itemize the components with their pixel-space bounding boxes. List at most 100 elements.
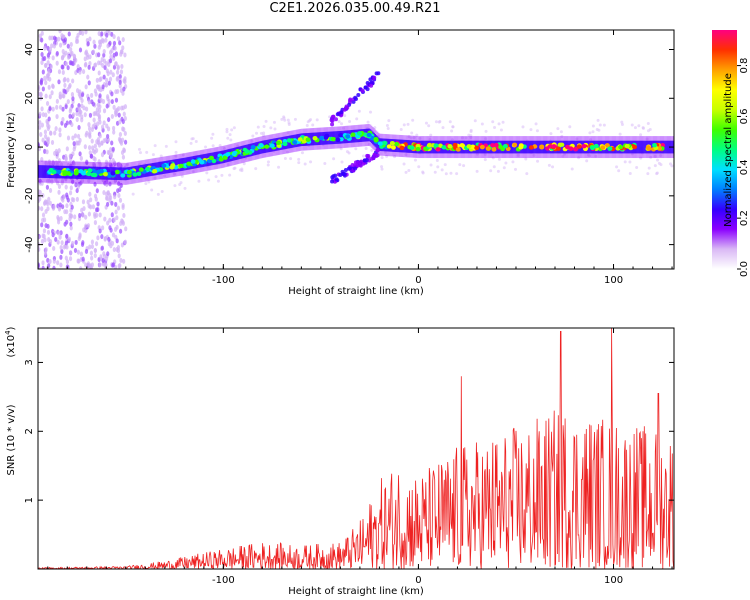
spectrogram-noise <box>121 37 125 43</box>
spectrogram-band <box>516 140 518 154</box>
spectrogram-noise <box>393 155 397 159</box>
spectrogram-noise <box>559 130 563 134</box>
spectrogram-band <box>286 136 289 149</box>
spectrogram-band <box>642 140 645 154</box>
spectrogram-noise <box>97 159 101 165</box>
spectrogram-marks <box>38 30 674 269</box>
spectrogram-core <box>161 163 167 168</box>
spectrogram-band <box>663 140 666 154</box>
spectrogram-noise <box>602 123 606 127</box>
spectrogram-noise <box>40 52 44 58</box>
spectrogram-noise <box>535 129 539 133</box>
spectrogram-noise <box>475 169 479 173</box>
spectrogram-noise <box>78 151 82 157</box>
spectrogram-noise <box>266 163 270 167</box>
spectrogram-noise <box>84 132 88 138</box>
spectrogram-noise <box>108 217 112 223</box>
spectrogram-x-label: Height of straight line (km) <box>288 286 424 297</box>
spectrogram-noise <box>180 174 184 178</box>
spectrogram-noise <box>122 111 126 117</box>
spectrogram-noise <box>501 120 505 124</box>
spectrogram-band <box>44 165 46 178</box>
spectrogram-noise <box>86 54 90 60</box>
spectrogram-noise <box>89 197 93 203</box>
spectrogram-noise <box>106 251 110 257</box>
spectrogram-core <box>102 171 108 177</box>
spectrogram-core <box>415 143 421 149</box>
spectrogram-branch <box>348 97 353 102</box>
spectrogram-noise <box>97 52 101 58</box>
spectrogram-noise <box>66 99 70 105</box>
spectrogram-noise <box>293 117 297 121</box>
spectrogram-noise <box>492 165 496 169</box>
spectrogram-noise <box>99 97 103 103</box>
spectrogram-noise <box>502 166 506 170</box>
spectrogram-noise <box>110 48 114 54</box>
spectrogram-noise <box>448 120 452 124</box>
spectrogram-noise <box>71 96 75 102</box>
spectrogram-noise <box>83 62 88 68</box>
spectrogram-noise <box>404 170 408 174</box>
spectrogram-noise <box>61 116 65 122</box>
spectrogram-noise <box>205 171 209 175</box>
spectrogram-noise <box>66 43 70 49</box>
spectrogram-noise <box>94 241 99 247</box>
spectrogram-core <box>86 171 92 177</box>
spectrogram-noise <box>105 181 109 187</box>
spectrogram-noise <box>156 192 160 196</box>
spectrogram-noise <box>63 82 67 88</box>
spectrogram-noise <box>91 204 95 210</box>
spectrogram-noise <box>70 122 74 128</box>
spectrogram-noise <box>58 94 63 100</box>
spectrogram-noise <box>85 160 89 166</box>
spectrogram-noise <box>242 162 246 166</box>
spectrogram-core <box>491 147 497 152</box>
spectrogram-x-tick-label: 100 <box>604 275 623 286</box>
spectrogram-noise <box>646 172 650 176</box>
spectrogram-noise <box>38 124 42 130</box>
spectrogram-core <box>399 145 405 151</box>
spectrogram-noise <box>164 144 168 148</box>
spectrogram-x-tick-label: 0 <box>415 275 421 286</box>
spectrogram-noise <box>115 69 120 75</box>
spectrogram-noise <box>111 146 115 152</box>
spectrogram-noise <box>160 190 164 194</box>
spectrogram-noise <box>123 239 128 245</box>
spectrogram-band <box>310 132 312 146</box>
spectrogram-branch <box>360 88 365 93</box>
spectrogram-noise <box>47 116 51 122</box>
spectrogram-noise <box>75 117 79 123</box>
spectrogram-band <box>644 140 647 154</box>
spectrogram-noise <box>90 239 95 245</box>
spectrogram-noise <box>118 40 122 46</box>
spectrogram-noise <box>122 147 126 153</box>
spectrogram-noise <box>42 217 47 223</box>
spectrogram-noise <box>131 192 135 196</box>
spectrogram-noise <box>464 136 468 140</box>
spectrogram-noise <box>103 65 107 71</box>
spectrogram-noise <box>556 127 560 131</box>
spectrogram-branch <box>335 112 340 117</box>
spectrogram-core <box>269 143 275 148</box>
spectrogram-noise <box>532 153 536 157</box>
spectrogram-noise <box>119 183 123 189</box>
spectrogram-noise <box>111 262 116 268</box>
spectrogram-core <box>292 140 298 145</box>
spectrogram-noise <box>51 83 55 89</box>
spectrogram-noise <box>59 216 63 222</box>
spectrogram-noise <box>95 107 100 113</box>
spectrogram-core <box>389 140 395 146</box>
spectrogram-noise <box>117 181 121 187</box>
spectrogram-noise <box>106 96 110 102</box>
spectrogram-noise <box>50 139 55 145</box>
spectrogram-noise <box>122 258 126 264</box>
spectrogram-noise <box>75 140 79 146</box>
spectrogram-noise <box>137 147 141 151</box>
spectrogram-band <box>215 151 217 165</box>
spectrogram-noise <box>65 203 69 209</box>
spectrogram-noise <box>98 228 102 234</box>
spectrogram-noise <box>44 112 48 118</box>
spectrogram-noise <box>116 89 120 95</box>
spectrogram-band <box>509 140 511 154</box>
spectrogram-noise <box>256 125 260 129</box>
